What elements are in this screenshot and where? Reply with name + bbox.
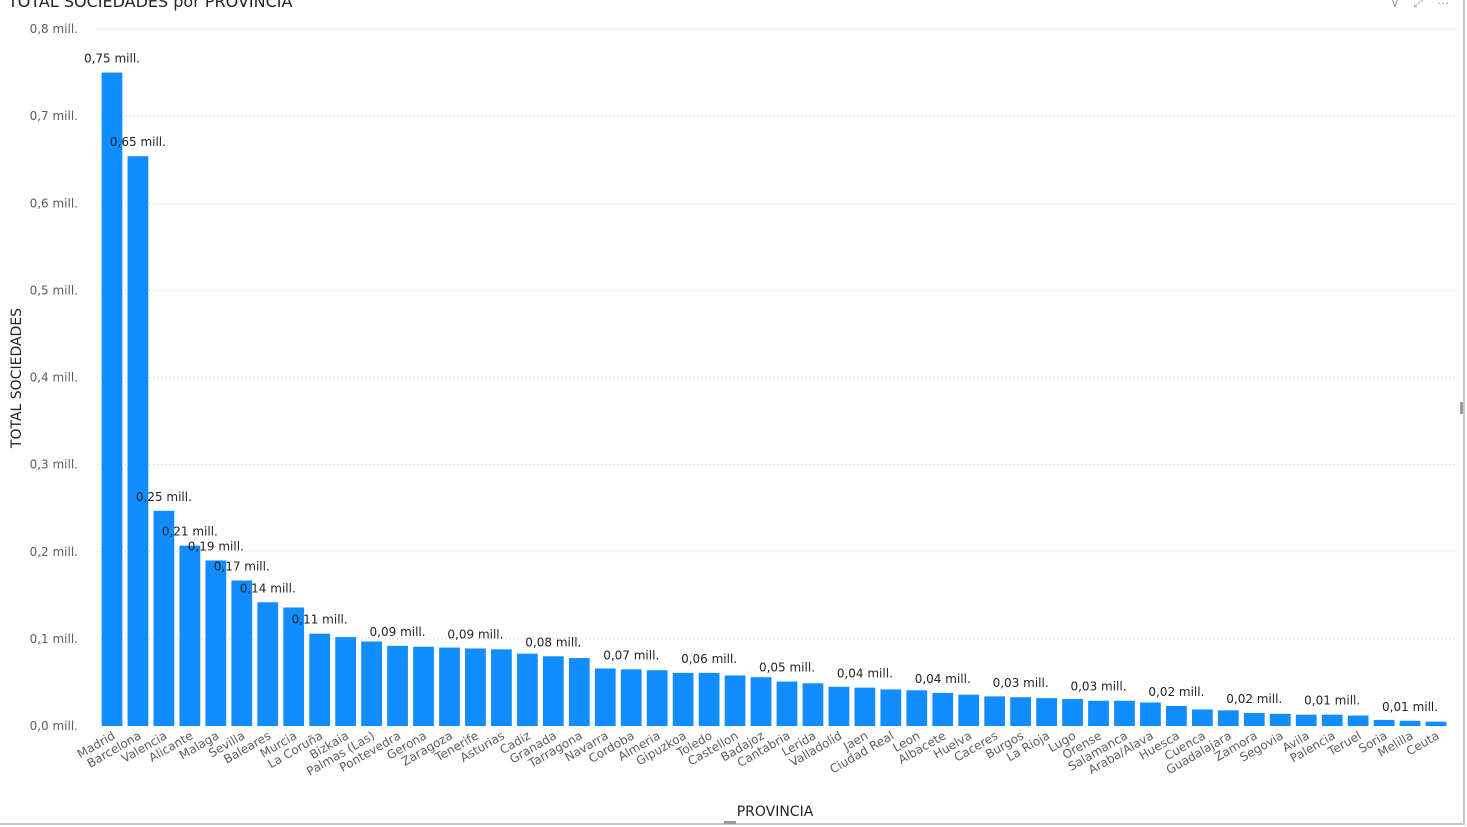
bar[interactable]: [1114, 700, 1135, 726]
data-label: 0,02 mill.: [1226, 692, 1282, 706]
bar[interactable]: [698, 672, 720, 726]
bar[interactable]: [984, 696, 1006, 726]
data-label: 0,01 mill.: [1382, 700, 1438, 714]
bar[interactable]: [672, 672, 694, 726]
bar[interactable]: [439, 647, 460, 726]
x-axis-ticks: MadridBarcelonaValenciaAlicanteMalagaSev…: [75, 728, 1442, 778]
bar[interactable]: [101, 72, 123, 726]
bar[interactable]: [1243, 712, 1265, 726]
bar[interactable]: [1399, 720, 1421, 726]
data-label: 0,09 mill.: [447, 627, 503, 641]
data-label: 0,04 mill.: [837, 667, 893, 681]
bar[interactable]: [1166, 705, 1187, 726]
data-label: 0,21 mill.: [162, 525, 218, 539]
bar[interactable]: [1217, 710, 1239, 726]
bar[interactable]: [646, 670, 668, 726]
bar[interactable]: [1088, 700, 1109, 726]
x-axis-title: PROVINCIA: [737, 804, 814, 820]
data-label: 0,05 mill.: [759, 661, 815, 675]
data-label: 0,06 mill.: [681, 652, 737, 666]
data-label: 0,14 mill.: [240, 581, 296, 595]
data-label: 0,25 mill.: [136, 490, 192, 504]
y-tick-label: 0,6 mill.: [30, 196, 78, 210]
bar[interactable]: [854, 687, 876, 726]
bar[interactable]: [906, 690, 928, 726]
bar[interactable]: [1140, 702, 1161, 726]
bar[interactable]: [205, 560, 227, 726]
filter-icon[interactable]: ⊽: [1390, 0, 1400, 10]
bar[interactable]: [568, 658, 590, 726]
bar[interactable]: [335, 637, 357, 726]
y-tick-label: 0,2 mill.: [30, 545, 78, 559]
y-tick-label: 0,7 mill.: [30, 109, 78, 123]
bar[interactable]: [620, 669, 642, 726]
bars: [101, 72, 1447, 726]
data-label: 0,02 mill.: [1148, 685, 1204, 699]
bar[interactable]: [257, 602, 279, 726]
data-label: 0,11 mill.: [292, 613, 348, 627]
visual-header-icons: ⊽ ⤢ ⋯: [1391, 0, 1449, 11]
bar[interactable]: [1321, 714, 1343, 726]
y-tick-label: 0,5 mill.: [30, 283, 78, 297]
data-label: 0,01 mill.: [1304, 694, 1360, 708]
y-tick-label: 0,8 mill.: [30, 22, 78, 36]
bar[interactable]: [542, 656, 564, 726]
bar[interactable]: [309, 633, 331, 726]
bar[interactable]: [283, 607, 305, 726]
bar[interactable]: [127, 156, 149, 726]
bar[interactable]: [1425, 721, 1447, 726]
gridlines: [97, 28, 1455, 640]
data-labels: 0,75 mill. 0,65 mill. 0,25 mill. 0,21 mill.…: [84, 52, 1438, 714]
bar[interactable]: [802, 683, 824, 726]
bar[interactable]: [516, 653, 538, 726]
data-label: 0,19 mill.: [188, 539, 244, 553]
data-label: 0,08 mill.: [525, 635, 581, 649]
data-label: 0,07 mill.: [603, 648, 659, 662]
resize-handle-bottom[interactable]: [724, 821, 736, 824]
bar[interactable]: [413, 646, 434, 726]
data-label: 0,04 mill.: [915, 672, 971, 686]
bar[interactable]: [880, 689, 902, 726]
chart-title: TOTAL SOCIEDADES por PROVINCIA: [8, 0, 293, 11]
bar[interactable]: [387, 645, 408, 726]
bar[interactable]: [1269, 713, 1291, 726]
bar[interactable]: [1010, 697, 1032, 726]
bar[interactable]: [958, 694, 980, 726]
bar[interactable]: [179, 545, 201, 726]
y-tick-label: 0,1 mill.: [30, 632, 78, 646]
focus-mode-icon[interactable]: ⤢: [1413, 0, 1423, 10]
bar[interactable]: [750, 677, 772, 726]
bar[interactable]: [828, 686, 850, 726]
y-tick-label: 0,3 mill.: [30, 458, 78, 472]
y-tick-label: 0,4 mill.: [30, 371, 78, 385]
bar[interactable]: [491, 649, 512, 726]
data-label: 0,09 mill.: [370, 625, 426, 639]
data-label: 0,03 mill.: [1070, 680, 1126, 694]
data-label: 0,65 mill.: [110, 135, 166, 149]
bar[interactable]: [361, 641, 382, 726]
y-axis-title: TOTAL SOCIEDADES: [9, 308, 25, 449]
more-options-icon[interactable]: ⋯: [1437, 0, 1449, 10]
y-axis-ticks: 0,0 mill. 0,1 mill. 0,2 mill. 0,3 mill. 0,4 …: [30, 22, 78, 733]
bar[interactable]: [1347, 715, 1369, 726]
resize-handle-right[interactable]: [1460, 402, 1463, 414]
data-label: 0,75 mill.: [84, 52, 140, 66]
bar[interactable]: [153, 510, 175, 726]
bar[interactable]: [1295, 714, 1317, 726]
bar[interactable]: [776, 681, 798, 726]
bar[interactable]: [594, 668, 616, 726]
bar[interactable]: [1062, 698, 1083, 726]
bar[interactable]: [1191, 709, 1213, 726]
bar[interactable]: [724, 675, 746, 726]
y-tick-label: 0,0 mill.: [30, 719, 78, 733]
bar[interactable]: [932, 692, 954, 726]
bar[interactable]: [1373, 719, 1395, 726]
data-label: 0,17 mill.: [214, 560, 270, 574]
bar[interactable]: [231, 580, 253, 726]
bar[interactable]: [465, 648, 486, 726]
data-label: 0,03 mill.: [993, 676, 1049, 690]
bar[interactable]: [1036, 698, 1057, 726]
